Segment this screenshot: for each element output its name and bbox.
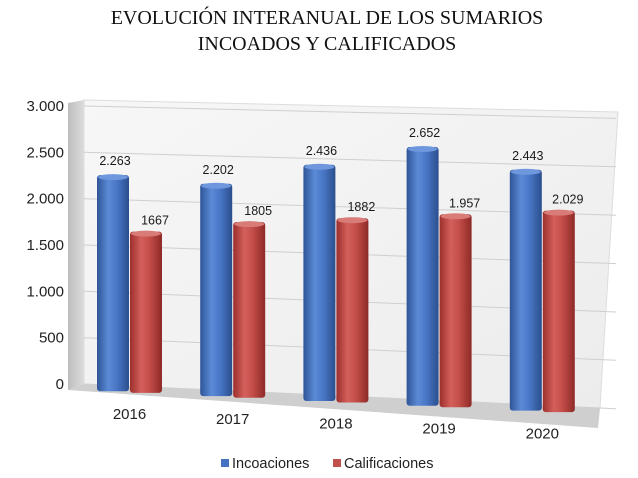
data-label-incoaciones: 2.202 xyxy=(203,163,234,177)
bar-calificaciones xyxy=(542,210,575,413)
bar-incoaciones xyxy=(509,169,542,411)
data-label-calificaciones: 2.029 xyxy=(552,193,583,207)
x-tick-label: 2016 xyxy=(113,406,146,423)
x-tick-label: 2020 xyxy=(526,425,559,442)
bar-incoaciones xyxy=(97,175,129,392)
y-axis-ticks: 0 500 1.000 1.500 2.000 2.500 3.000 xyxy=(26,98,64,393)
bar-calificaciones xyxy=(130,231,162,393)
gridline xyxy=(83,105,617,119)
legend-swatch-incoaciones xyxy=(221,459,229,467)
y-tick-label: 1.000 xyxy=(26,283,64,300)
data-label-calificaciones: 1805 xyxy=(244,204,272,218)
bar-incoaciones-top xyxy=(98,174,128,181)
bar-calificaciones-top xyxy=(131,230,161,237)
data-label-incoaciones: 2.436 xyxy=(306,144,337,158)
bar-calificaciones xyxy=(439,214,472,408)
x-tick-label: 2017 xyxy=(216,411,249,428)
data-label-incoaciones: 2.263 xyxy=(99,154,130,168)
gridline xyxy=(83,151,617,168)
bar-calificaciones-top xyxy=(543,209,574,216)
legend-label-incoaciones: Incoaciones xyxy=(232,456,309,472)
y-tick-label: 0 xyxy=(56,376,64,393)
bar-calificaciones xyxy=(233,222,266,398)
bar-incoaciones xyxy=(406,147,439,406)
y-tick-label: 500 xyxy=(39,330,64,347)
chart-side-wall xyxy=(68,100,84,390)
y-tick-label: 1.500 xyxy=(26,237,64,254)
legend-swatch-calificaciones xyxy=(333,459,341,467)
data-label-calificaciones: 1882 xyxy=(347,200,375,214)
x-tick-label: 2019 xyxy=(422,421,455,438)
y-tick-label: 2.500 xyxy=(26,144,64,161)
data-label-incoaciones: 2.443 xyxy=(512,149,543,163)
data-label-incoaciones: 2.652 xyxy=(409,126,440,140)
data-labels: 2.263 1667 2.202 1805 2.436 1882 2.652 1.957 2.4… xyxy=(99,126,583,228)
y-tick-label: 3.000 xyxy=(26,98,64,115)
bar-calificaciones-top xyxy=(440,213,471,220)
bar-calificaciones xyxy=(336,218,369,403)
legend: Incoaciones Calificaciones xyxy=(221,456,433,472)
bar-incoaciones-top xyxy=(407,146,438,152)
bar-calificaciones-top xyxy=(337,217,368,224)
chart-title-line-1: EVOLUCIÓN INTERANUAL DE LOS SUMARIOS xyxy=(111,5,544,29)
y-tick-label: 2.000 xyxy=(26,191,64,208)
bar-incoaciones xyxy=(303,164,336,401)
data-label-calificaciones: 1667 xyxy=(141,214,169,228)
bar-incoaciones-top xyxy=(510,168,541,175)
bar-calificaciones-top xyxy=(234,221,265,228)
bar-incoaciones-top xyxy=(201,182,232,189)
x-tick-label: 2018 xyxy=(319,416,352,433)
bars xyxy=(97,146,575,413)
data-label-calificaciones: 1.957 xyxy=(449,196,480,210)
x-axis-ticks: 2016 2017 2018 2019 2020 xyxy=(113,406,559,442)
bar-incoaciones-top xyxy=(304,163,335,170)
bar-incoaciones xyxy=(200,183,233,397)
chart-title-line-2: INCOADOS Y CALIFICADOS xyxy=(198,33,457,55)
legend-label-calificaciones: Calificaciones xyxy=(344,456,433,472)
